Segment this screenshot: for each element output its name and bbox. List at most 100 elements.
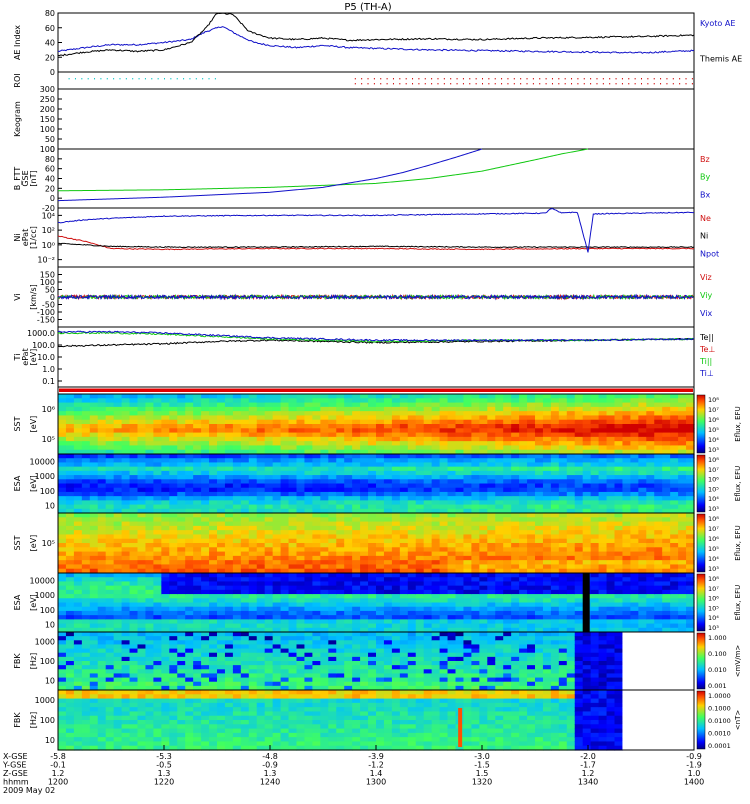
ae-series-1	[58, 13, 694, 55]
sst_e-cell	[297, 445, 306, 450]
esa_i-cell	[400, 581, 409, 586]
fbk_e-cell	[138, 669, 147, 674]
esa_i-cell	[217, 577, 226, 582]
sst_e-cell	[225, 441, 234, 446]
esa_e-cell	[241, 488, 250, 493]
sst_i-cell	[384, 552, 393, 557]
esa_e-cell	[678, 488, 687, 493]
fbk_e-cell	[74, 644, 83, 649]
esa_e-cell	[114, 488, 123, 493]
sst_e-cell	[408, 441, 417, 446]
fbk_e-cell	[153, 678, 162, 683]
sst_e-cell	[678, 415, 687, 420]
esa_i-cell	[646, 586, 655, 591]
sst_i-cell	[225, 547, 234, 552]
esa_e-cell	[66, 496, 75, 501]
esa_i-cell	[368, 624, 377, 629]
esa_i-cell	[249, 615, 258, 620]
esa_e-cell	[432, 467, 441, 472]
esa_e-cell	[424, 462, 433, 467]
sst_e-cell	[479, 437, 488, 442]
esa_i-cell	[432, 607, 441, 612]
esa_e-cell	[678, 454, 687, 459]
sst_e-cell	[122, 441, 131, 446]
sst_i-cell	[376, 547, 385, 552]
esa_e-cell	[273, 479, 282, 484]
sst_e-cell	[265, 437, 274, 442]
sst_e-cell	[511, 437, 520, 442]
esa_i-cell	[161, 607, 170, 612]
sst_i-cell	[622, 547, 631, 552]
sst_i-cell	[344, 564, 353, 569]
sst_e-cell	[591, 398, 600, 403]
esa_i-cell	[440, 624, 449, 629]
fbk_e-cell	[82, 636, 91, 641]
sst_i-cell	[400, 547, 409, 552]
esa_e-cell	[384, 479, 393, 484]
sst_e-cell	[448, 407, 457, 412]
esa_i-cell	[217, 581, 226, 586]
esa_e-cell	[670, 462, 679, 467]
esa_i-cell	[114, 573, 123, 578]
fbk_e-cell	[161, 644, 170, 649]
esa_i-cell	[551, 611, 560, 616]
esa_i-cell	[304, 586, 313, 591]
esa_i-cell	[527, 594, 536, 599]
sst_e-cell	[519, 403, 528, 408]
sst_e-cell	[130, 437, 139, 442]
esa_i-cell	[145, 590, 154, 595]
esa_e-cell	[519, 505, 528, 510]
velocity-legend-2: Vix	[700, 309, 713, 318]
esa_e-cell	[281, 475, 290, 480]
sst_i-cell	[289, 530, 298, 535]
sst_e-cell	[495, 441, 504, 446]
sst_e-cell	[527, 415, 536, 420]
esa_e-cell	[392, 484, 401, 489]
esa_i-cell	[440, 611, 449, 616]
fbk_e-cell	[122, 682, 131, 687]
sst_i-cell	[320, 522, 329, 527]
esa_e-cell	[471, 484, 480, 489]
sst_i-cell	[654, 522, 663, 527]
sst_i-cell	[209, 556, 218, 561]
fbk_e-cell	[161, 678, 170, 683]
sst_i-cell	[471, 560, 480, 565]
esa_e-cell	[98, 475, 107, 480]
esa_i-cell	[74, 586, 83, 591]
fbk_e-cell	[153, 682, 162, 687]
esa_e-cell	[82, 492, 91, 497]
esa_e-cell	[519, 454, 528, 459]
esa_i-cell	[177, 577, 186, 582]
sst_e-cell	[249, 398, 258, 403]
sst_e-cell	[384, 420, 393, 425]
sst_e-cell	[169, 437, 178, 442]
esa_e-cell	[559, 500, 568, 505]
fbk_e-cell	[122, 644, 131, 649]
esa_i-cell	[599, 598, 608, 603]
sst_e-cell	[320, 420, 329, 425]
esa_i-cell	[336, 624, 345, 629]
plot-title: P5 (TH-A)	[344, 2, 391, 13]
esa_e-cell	[289, 454, 298, 459]
esa_i-cell	[535, 598, 544, 603]
esa_i-ylabel: ESA	[13, 594, 22, 610]
esa_e-cell	[654, 479, 663, 484]
sst_i-cell	[320, 530, 329, 535]
sst_i-cell	[678, 543, 687, 548]
sst_e-cell	[265, 428, 274, 433]
esa_e-cell	[209, 500, 218, 505]
esa_i-cell	[328, 581, 337, 586]
sst_i-cell	[241, 534, 250, 539]
sst_i-cell	[257, 564, 266, 569]
sst_e-cell	[98, 415, 107, 420]
esa_i-cell	[193, 590, 202, 595]
esa_i-cell	[336, 603, 345, 608]
roi-dot	[609, 78, 610, 79]
sst_e-cell	[416, 398, 425, 403]
esa_i-cell	[424, 594, 433, 599]
sst_i-cell	[376, 552, 385, 557]
esa_i-cell	[559, 619, 568, 624]
sst_e-cell	[448, 424, 457, 429]
sst_i-cell	[241, 522, 250, 527]
sst_i-cell	[153, 522, 162, 527]
